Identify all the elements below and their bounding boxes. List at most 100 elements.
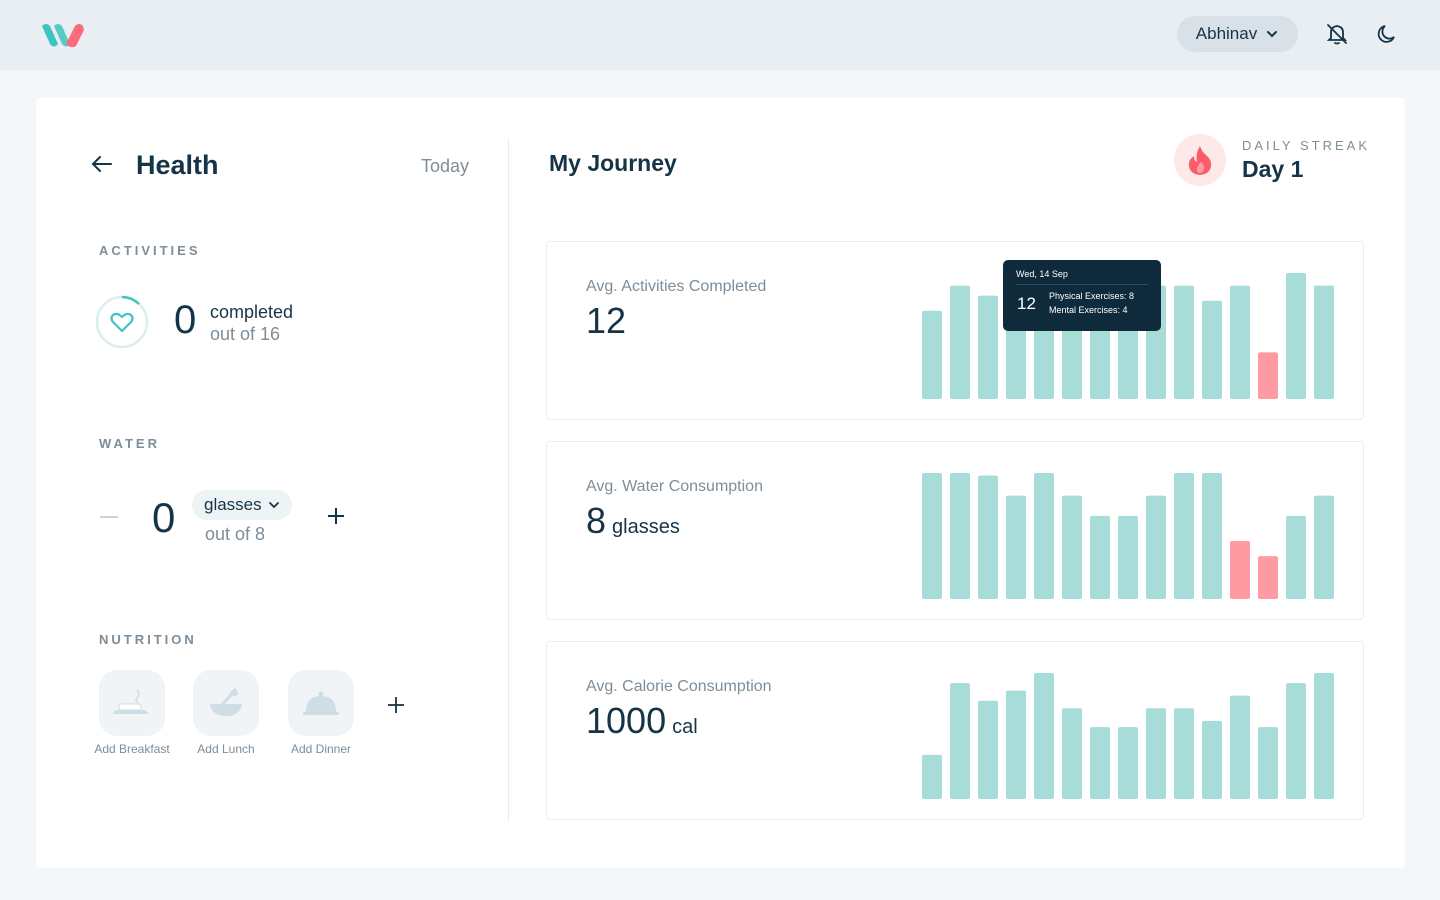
chart-bar[interactable] — [950, 285, 970, 399]
add-dinner-label[interactable]: Add Dinner — [290, 742, 352, 756]
chart-bar[interactable] — [1258, 352, 1278, 399]
activities-chart-panel: Avg. Activities Completed 12 — [546, 241, 1364, 420]
chart-bar[interactable] — [922, 310, 942, 399]
activities-out-of: out of 16 — [210, 324, 281, 344]
back-arrow-icon[interactable] — [90, 152, 114, 176]
chevron-down-icon — [268, 502, 279, 509]
chart-bar[interactable] — [1118, 515, 1138, 599]
user-menu-button[interactable]: Abhinav — [1177, 16, 1298, 52]
breakfast-icon — [113, 689, 149, 714]
chart-title: Avg. Calorie Consumption — [586, 678, 772, 695]
nutrition-label: NUTRITION — [99, 632, 197, 647]
add-lunch-label[interactable]: Add Lunch — [197, 742, 255, 756]
tooltip-physical: Physical Exercises: 8 — [1049, 291, 1135, 301]
chart-bar[interactable] — [1314, 673, 1334, 799]
add-breakfast-button[interactable] — [99, 670, 165, 736]
chevron-down-icon — [1267, 31, 1278, 38]
chart-tooltip: Wed, 14 Sep 12 Physical Exercises: 8 Men… — [1003, 260, 1161, 331]
chart-title: Avg. Activities Completed — [586, 278, 767, 295]
page-title: Health — [136, 150, 219, 180]
chart-bar[interactable] — [978, 475, 998, 599]
chart-bar[interactable] — [1286, 273, 1306, 399]
chart-bar[interactable] — [1034, 673, 1054, 799]
chart-bar[interactable] — [1006, 690, 1026, 799]
chart-bar[interactable] — [922, 754, 942, 799]
streak-badge — [1174, 134, 1226, 186]
water-decrement-button[interactable] — [100, 516, 118, 518]
activities-label: ACTIVITIES — [99, 243, 201, 258]
chart-bar[interactable] — [1258, 556, 1278, 599]
chart-bar[interactable] — [1230, 541, 1250, 599]
chart-bar[interactable] — [978, 295, 998, 399]
chart-bar[interactable] — [1286, 515, 1306, 599]
chart-bar[interactable] — [1174, 285, 1194, 399]
water-count: 0 — [152, 494, 176, 541]
activities-count: 0 — [174, 298, 197, 342]
logo-icon[interactable] — [40, 20, 86, 50]
heart-progress-icon — [95, 295, 149, 349]
top-bar: Abhinav — [0, 0, 1440, 70]
add-lunch-button[interactable] — [193, 670, 259, 736]
chart-bar[interactable] — [1090, 727, 1110, 799]
chart-bar[interactable] — [1202, 720, 1222, 799]
water-unit-select[interactable]: glasses — [192, 490, 292, 520]
chart-bar[interactable] — [1202, 473, 1222, 599]
tooltip-date: Wed, 14 Sep — [1016, 269, 1068, 279]
chart-bar[interactable] — [922, 473, 942, 599]
chart-bar[interactable] — [950, 473, 970, 599]
chart-bar[interactable] — [1174, 473, 1194, 599]
chart-bar[interactable] — [1230, 285, 1250, 399]
calorie-bar-chart — [922, 673, 1334, 799]
add-dinner-button[interactable] — [288, 670, 354, 736]
moon-icon[interactable] — [1375, 22, 1399, 46]
chart-bar[interactable] — [1006, 495, 1026, 599]
chart-bar[interactable] — [1230, 695, 1250, 799]
bell-off-icon[interactable] — [1325, 22, 1349, 46]
activities-bar-chart — [922, 273, 1334, 399]
main-card: Health Today ACTIVITIES 0 completed out … — [36, 98, 1405, 868]
chart-bar[interactable] — [1314, 285, 1334, 399]
chart-value-unit: cal — [672, 716, 698, 738]
journey-title: My Journey — [549, 150, 677, 176]
chart-value-unit: glasses — [612, 516, 680, 538]
chart-bar[interactable] — [1174, 708, 1194, 799]
chart-value-number: 8 — [586, 500, 607, 541]
chart-bar[interactable] — [1286, 683, 1306, 799]
chart-value-number: 1000 — [586, 700, 667, 741]
streak-label: DAILY STREAK — [1242, 138, 1370, 153]
streak-value: Day 1 — [1242, 156, 1304, 182]
tooltip-divider — [1016, 284, 1148, 285]
chart-bar[interactable] — [1202, 300, 1222, 399]
water-bar-chart — [922, 473, 1334, 599]
chart-value: 8 glasses — [586, 500, 680, 542]
add-breakfast-label[interactable]: Add Breakfast — [94, 742, 170, 756]
calorie-chart-panel: Avg. Calorie Consumption 1000 cal — [546, 641, 1364, 820]
chart-bar[interactable] — [1034, 473, 1054, 599]
lunch-icon — [210, 688, 242, 716]
chart-bar[interactable] — [1146, 495, 1166, 599]
water-label: WATER — [99, 436, 160, 451]
water-unit-label: glasses — [204, 495, 262, 514]
chart-bar[interactable] — [1314, 495, 1334, 599]
dinner-icon — [303, 691, 339, 715]
chart-bar[interactable] — [950, 683, 970, 799]
tooltip-value: 12 — [1017, 294, 1036, 313]
tooltip-mental: Mental Exercises: 4 — [1049, 305, 1128, 315]
divider — [508, 138, 509, 822]
chart-bar[interactable] — [1258, 727, 1278, 799]
chart-bar[interactable] — [1062, 495, 1082, 599]
chart-title: Avg. Water Consumption — [586, 478, 763, 495]
chart-bar[interactable] — [978, 700, 998, 799]
user-name: Abhinav — [1195, 24, 1258, 43]
chart-bar[interactable] — [1090, 515, 1110, 599]
water-out-of: out of 8 — [205, 524, 266, 544]
chart-value-number: 12 — [586, 300, 627, 341]
add-meal-button[interactable] — [386, 695, 406, 715]
water-increment-button[interactable] — [326, 506, 346, 526]
chart-bar[interactable] — [1146, 708, 1166, 799]
chart-bar[interactable] — [1062, 708, 1082, 799]
activities-completed-label: completed — [210, 302, 294, 322]
period-selector[interactable]: Today — [421, 156, 470, 176]
chart-bar[interactable] — [1118, 727, 1138, 799]
chart-value: 1000 cal — [586, 700, 698, 742]
